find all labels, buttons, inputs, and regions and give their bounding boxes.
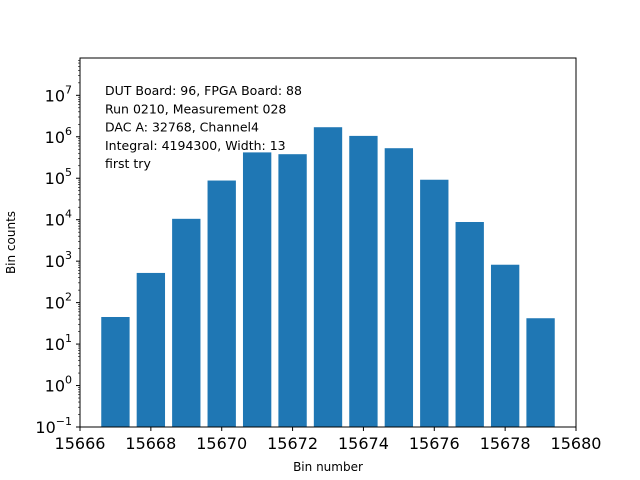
bar-15669 xyxy=(172,218,201,427)
bar-15674 xyxy=(349,135,378,427)
annotation-line: DAC A: 32768, Channel4 xyxy=(105,120,259,135)
x-tick-label: 15678 xyxy=(480,434,531,453)
annotation-box: DUT Board: 96, FPGA Board: 88 Run 0210, M… xyxy=(105,83,302,171)
bar-15676 xyxy=(420,179,449,427)
bar-15667 xyxy=(101,316,130,427)
bar-15677 xyxy=(455,221,484,427)
x-tick-label: 15670 xyxy=(196,434,247,453)
bar-15672 xyxy=(278,154,307,427)
bar-15671 xyxy=(242,152,272,427)
x-axis-ticks: 15666 15668 15670 15672 15674 15676 15678 15680 xyxy=(55,427,602,453)
x-tick-label: 15676 xyxy=(409,434,460,453)
y-tick-label: 100 xyxy=(45,374,72,396)
bar-15679 xyxy=(526,318,555,427)
x-tick-label: 15680 xyxy=(551,434,602,453)
plot-frame xyxy=(79,57,577,428)
annotation-line: Run 0210, Measurement 028 xyxy=(105,101,286,116)
bar-15670 xyxy=(207,180,236,427)
y-axis-ticks: 10−1 100 101 102 103 104 105 106 107 xyxy=(35,59,80,437)
y-tick-label: 104 xyxy=(45,208,72,230)
bar-15668 xyxy=(136,272,166,427)
y-tick-label: 102 xyxy=(45,291,72,313)
bar-15678 xyxy=(490,264,520,427)
y-tick-label: 106 xyxy=(45,125,72,147)
y-tick-label: 105 xyxy=(45,166,72,188)
x-tick-label: 15674 xyxy=(338,434,389,453)
bar-15675 xyxy=(384,148,414,428)
y-tick-label: 101 xyxy=(45,332,72,354)
x-tick-label: 15668 xyxy=(125,434,176,453)
x-tick-label: 15672 xyxy=(267,434,318,453)
y-tick-label: 107 xyxy=(45,83,72,105)
annotation-line: first try xyxy=(105,156,151,171)
y-tick-label: 103 xyxy=(45,249,72,271)
bar-15673 xyxy=(313,127,343,428)
y-tick-label: 10−1 xyxy=(35,415,72,437)
y-axis-label: Bin counts xyxy=(4,211,18,274)
annotation-line: Integral: 4194300, Width: 13 xyxy=(105,138,286,153)
annotation-line: DUT Board: 96, FPGA Board: 88 xyxy=(105,83,302,98)
x-tick-label: 15666 xyxy=(55,434,106,453)
x-axis-label: Bin number xyxy=(293,460,363,474)
bars-group xyxy=(101,127,555,428)
